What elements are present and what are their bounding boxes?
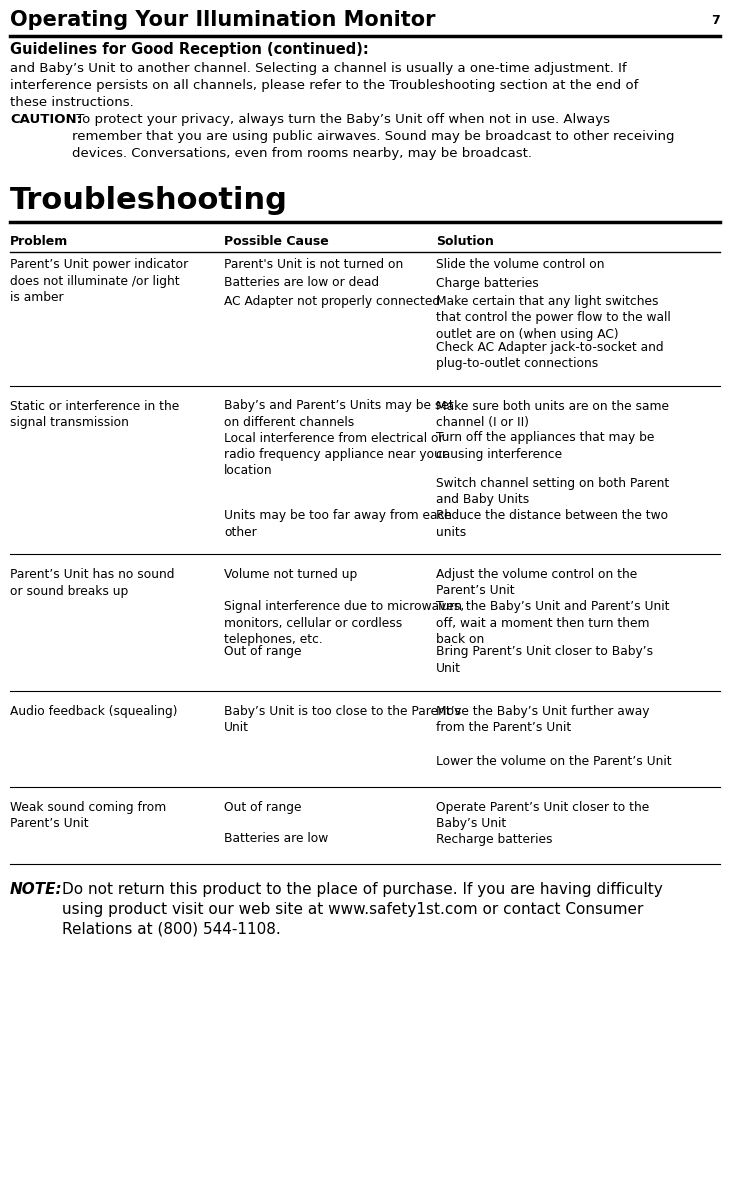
Text: Move the Baby’s Unit further away
from the Parent’s Unit: Move the Baby’s Unit further away from t…	[436, 704, 650, 734]
Text: Out of range: Out of range	[224, 646, 301, 659]
Text: Units may be too far away from each
other: Units may be too far away from each othe…	[224, 509, 452, 538]
Text: Volume not turned up: Volume not turned up	[224, 568, 357, 581]
Text: 7: 7	[711, 14, 720, 28]
Text: CAUTION:: CAUTION:	[10, 112, 82, 126]
Text: Adjust the volume control on the
Parent’s Unit: Adjust the volume control on the Parent’…	[436, 568, 637, 598]
Text: Parent’s Unit has no sound
or sound breaks up: Parent’s Unit has no sound or sound brea…	[10, 568, 174, 598]
Text: Possible Cause: Possible Cause	[224, 234, 328, 248]
Text: Parent's Unit is not turned on: Parent's Unit is not turned on	[224, 258, 403, 271]
Text: Batteries are low or dead: Batteries are low or dead	[224, 276, 379, 289]
Text: Operate Parent’s Unit closer to the
Baby’s Unit: Operate Parent’s Unit closer to the Baby…	[436, 800, 649, 830]
Text: To protect your privacy, always turn the Baby’s Unit off when not in use. Always: To protect your privacy, always turn the…	[72, 112, 675, 160]
Text: Make sure both units are on the same
channel (I or II): Make sure both units are on the same cha…	[436, 399, 669, 429]
Text: Slide the volume control on: Slide the volume control on	[436, 258, 604, 271]
Text: Problem: Problem	[10, 234, 68, 248]
Text: Guidelines for Good Reception (continued):: Guidelines for Good Reception (continued…	[10, 42, 369, 57]
Text: Audio feedback (squealing): Audio feedback (squealing)	[10, 704, 177, 718]
Text: AC Adapter not properly connected: AC Adapter not properly connected	[224, 295, 440, 309]
Text: Bring Parent’s Unit closer to Baby’s
Unit: Bring Parent’s Unit closer to Baby’s Uni…	[436, 646, 653, 675]
Text: Reduce the distance between the two
units: Reduce the distance between the two unit…	[436, 509, 668, 538]
Text: Troubleshooting: Troubleshooting	[10, 187, 288, 215]
Text: Check AC Adapter jack-to-socket and
plug-to-outlet connections: Check AC Adapter jack-to-socket and plug…	[436, 341, 664, 370]
Text: Operating Your Illumination Monitor: Operating Your Illumination Monitor	[10, 10, 436, 30]
Text: Batteries are low: Batteries are low	[224, 832, 328, 846]
Text: Turn off the appliances that may be
causing interference: Turn off the appliances that may be caus…	[436, 432, 654, 460]
Text: Baby’s Unit is too close to the Parent’s
Unit: Baby’s Unit is too close to the Parent’s…	[224, 704, 461, 734]
Text: Baby’s and Parent’s Units may be set
on different channels: Baby’s and Parent’s Units may be set on …	[224, 399, 454, 429]
Text: Do not return this product to the place of purchase. If you are having difficult: Do not return this product to the place …	[62, 881, 663, 936]
Text: Solution: Solution	[436, 234, 494, 248]
Text: Turn the Baby’s Unit and Parent’s Unit
off, wait a moment then turn them
back on: Turn the Baby’s Unit and Parent’s Unit o…	[436, 600, 669, 646]
Text: Parent’s Unit power indicator
does not illuminate /or light
is amber: Parent’s Unit power indicator does not i…	[10, 258, 188, 304]
Text: Charge batteries: Charge batteries	[436, 276, 539, 289]
Text: Local interference from electrical or
radio frequency appliance near your
locati: Local interference from electrical or ra…	[224, 432, 447, 477]
Text: Signal interference due to microwaves,
monitors, cellular or cordless
telephones: Signal interference due to microwaves, m…	[224, 600, 464, 646]
Text: Recharge batteries: Recharge batteries	[436, 832, 553, 846]
Text: Out of range: Out of range	[224, 800, 301, 813]
Text: Weak sound coming from
Parent’s Unit: Weak sound coming from Parent’s Unit	[10, 800, 166, 830]
Text: Switch channel setting on both Parent
and Baby Units: Switch channel setting on both Parent an…	[436, 477, 669, 506]
Text: NOTE:: NOTE:	[10, 881, 63, 897]
Text: Static or interference in the
signal transmission: Static or interference in the signal tra…	[10, 399, 180, 429]
Text: Make certain that any light switches
that control the power flow to the wall
out: Make certain that any light switches tha…	[436, 295, 671, 341]
Text: Lower the volume on the Parent’s Unit: Lower the volume on the Parent’s Unit	[436, 755, 672, 768]
Text: and Baby’s Unit to another channel. Selecting a channel is usually a one-time ad: and Baby’s Unit to another channel. Sele…	[10, 62, 638, 109]
